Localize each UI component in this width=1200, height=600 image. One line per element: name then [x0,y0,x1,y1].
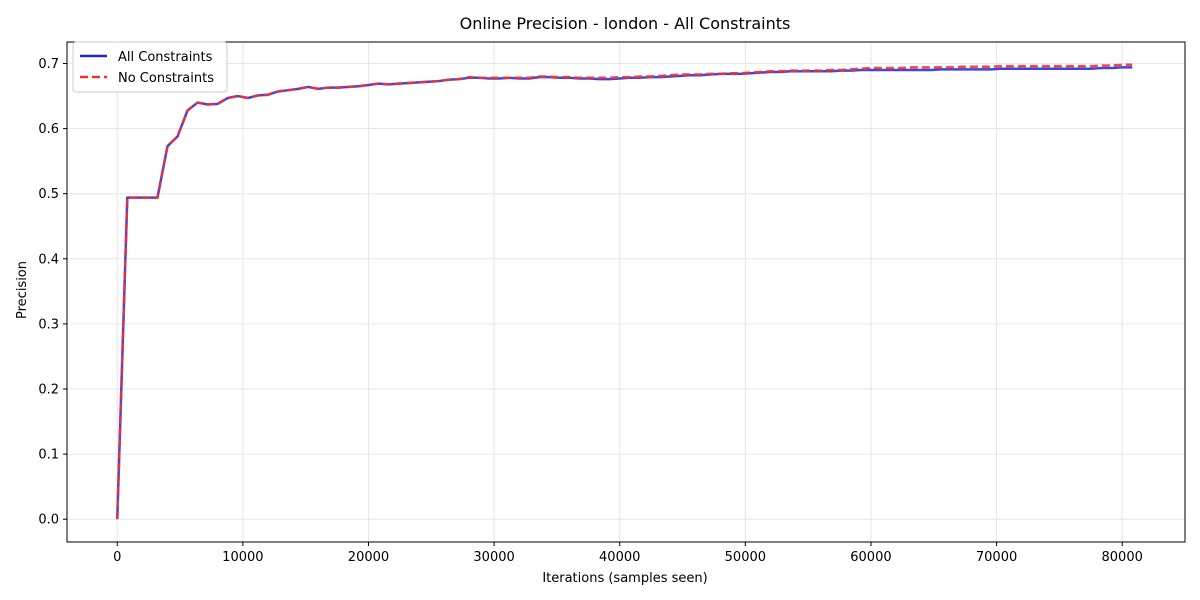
x-tick-label: 50000 [725,550,766,565]
plot-frame [66,41,1186,543]
y-tick-label: 0.6 [38,122,59,137]
series-line-all-constraints [116,66,1133,520]
x-tick-label: 0 [113,550,121,565]
y-tick-label: 0.1 [38,448,59,463]
series-line-no-constraints [116,63,1133,520]
series-lines [116,63,1133,520]
y-tick-label: 0.4 [38,252,59,267]
x-tick-label: 40000 [599,550,640,565]
y-tick-label: 0.2 [38,383,59,398]
y-tick-label: 0.3 [38,317,59,332]
chart-title: Online Precision - london - All Constrai… [460,14,791,33]
y-tick-label: 0.5 [38,187,59,202]
grid [67,42,1185,542]
x-tick-label: 80000 [1102,550,1143,565]
x-tick-label: 60000 [850,550,891,565]
legend: All Constraints No Constraints [72,41,228,93]
x-tick-label: 30000 [473,550,514,565]
y-tick-label: 0.0 [38,513,59,528]
axis-ticks: 0 10000 20000 30000 40000 50000 60000 70000 8000… [38,57,1143,565]
x-axis-label: Iterations (samples seen) [542,571,707,586]
legend-box [72,41,228,93]
legend-label-all-constraints: All Constraints [118,50,213,65]
x-tick-label: 10000 [222,550,263,565]
y-tick-label: 0.7 [38,57,59,72]
x-tick-label: 20000 [348,550,389,565]
x-tick-label: 70000 [976,550,1017,565]
legend-label-no-constraints: No Constraints [118,71,214,86]
y-axis-label: Precision [15,261,30,319]
